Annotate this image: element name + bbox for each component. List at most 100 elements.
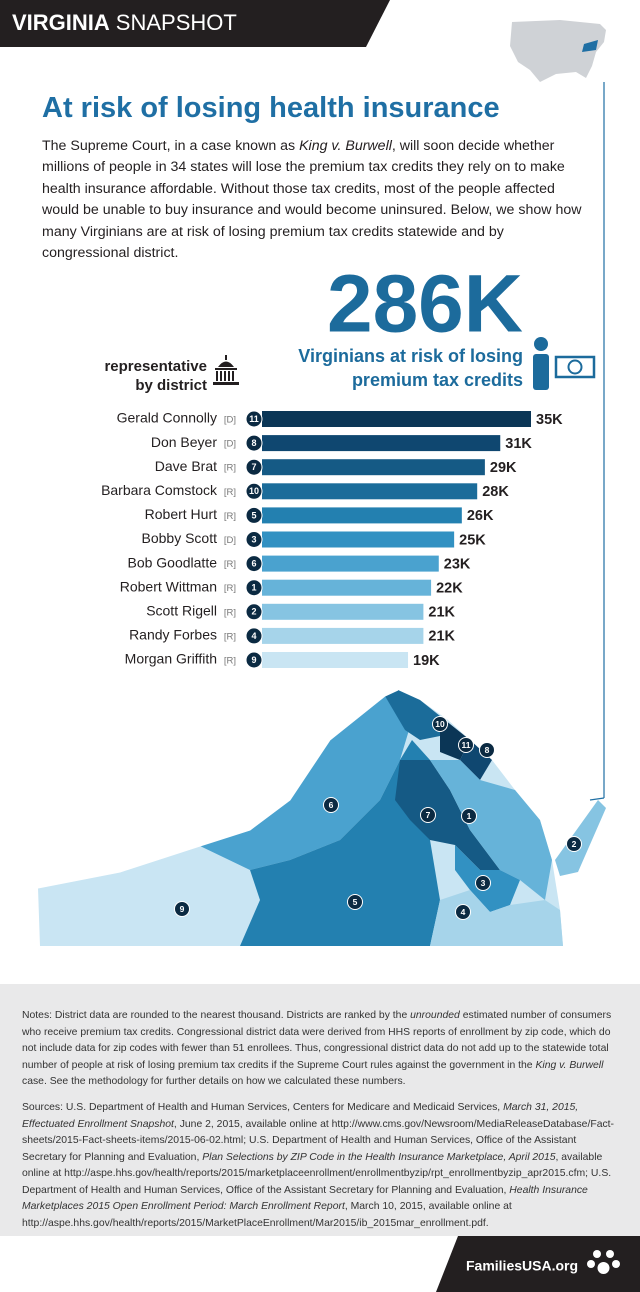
map-marker bbox=[479, 742, 495, 758]
party-label: [R] bbox=[224, 463, 236, 474]
value-label: 26K bbox=[467, 508, 494, 524]
party-label: [D] bbox=[224, 535, 236, 546]
capitol-icon bbox=[213, 355, 239, 385]
value-label: 31K bbox=[505, 436, 532, 452]
district-badge bbox=[245, 531, 263, 548]
italic-segment: King v. Burwell bbox=[535, 1059, 604, 1071]
category-label: Robert Wittman bbox=[120, 578, 217, 594]
category-label: Gerald Connolly bbox=[117, 410, 217, 426]
map-marker bbox=[347, 894, 363, 910]
bar bbox=[262, 531, 455, 548]
text-segment: estimated number of consumers who receiv… bbox=[22, 1010, 612, 1071]
map-marker bbox=[461, 808, 477, 824]
district-label: 4 bbox=[251, 631, 256, 641]
text-segment: , June 2, 2015, available online at http… bbox=[22, 1118, 615, 1163]
header-band bbox=[0, 0, 390, 47]
category-label: Morgan Griffith bbox=[125, 651, 217, 667]
map-marker-label: 4 bbox=[461, 907, 466, 917]
category-label: Dave Brat bbox=[155, 458, 217, 474]
intro: The Supreme Court, in a case known as Ki… bbox=[42, 136, 587, 264]
text-segment: Sources: U.S. Department of Health and H… bbox=[22, 1102, 504, 1113]
bar bbox=[262, 411, 531, 427]
party-label: [R] bbox=[224, 656, 236, 667]
value-label: 25K bbox=[459, 532, 486, 548]
map-marker-label: 1 bbox=[467, 811, 472, 821]
bar bbox=[262, 459, 485, 476]
district-badge bbox=[245, 410, 263, 428]
value-label: 23K bbox=[444, 556, 471, 572]
bill-icon bbox=[567, 359, 583, 375]
district-label: 9 bbox=[251, 655, 256, 665]
map-marker bbox=[566, 836, 582, 852]
map-marker-label: 9 bbox=[180, 904, 185, 914]
map-marker-label: 8 bbox=[485, 745, 490, 755]
category-label: Bobby Scott bbox=[142, 530, 218, 546]
italic-segment: Plan Selections by ZIP Code in the Healt… bbox=[202, 1151, 556, 1163]
notes: Notes: District data are rounded to the … bbox=[22, 1008, 618, 1091]
person-icon bbox=[533, 354, 549, 390]
district-badge bbox=[245, 651, 263, 669]
district-label: 11 bbox=[249, 414, 259, 424]
district-badge bbox=[245, 603, 263, 621]
map-marker-label: 3 bbox=[481, 878, 486, 888]
rule bbox=[589, 797, 605, 801]
bar bbox=[262, 627, 424, 644]
headline-number: 286K bbox=[327, 259, 523, 350]
map-marker bbox=[455, 904, 471, 920]
headline-text: premium tax credits bbox=[352, 370, 523, 390]
category-label: Scott Rigell bbox=[146, 603, 217, 619]
text-segment: The Supreme Court, in a case known as bbox=[42, 138, 300, 154]
district-badge bbox=[245, 627, 263, 645]
category-label: Randy Forbes bbox=[129, 627, 217, 643]
district-label: 3 bbox=[251, 534, 256, 544]
bar bbox=[262, 579, 432, 596]
party-label: [D] bbox=[224, 415, 236, 426]
chart-label: by district bbox=[135, 377, 207, 394]
text-segment: , available online at http://aspe.hhs.go… bbox=[22, 1151, 612, 1196]
district-badge bbox=[245, 555, 263, 573]
map-marker-label: 10 bbox=[435, 719, 445, 729]
bar bbox=[262, 555, 439, 572]
map-marker bbox=[475, 875, 491, 891]
value-label: 28K bbox=[482, 484, 509, 500]
district-label: 2 bbox=[251, 607, 256, 617]
value-label: 29K bbox=[490, 460, 517, 476]
map-marker bbox=[420, 807, 436, 823]
district-badge bbox=[245, 434, 263, 452]
district-badge bbox=[245, 579, 263, 597]
sources: Sources: U.S. Department of Health and H… bbox=[22, 1100, 618, 1232]
value-label: 21K bbox=[428, 605, 455, 621]
district-label: 10 bbox=[249, 486, 259, 496]
italic-segment: unrounded bbox=[410, 1010, 460, 1021]
category-label: Don Beyer bbox=[151, 434, 217, 450]
value-label: 21K bbox=[428, 629, 455, 645]
value-label: 19K bbox=[413, 653, 440, 669]
header-label: SNAPSHOT bbox=[116, 10, 237, 35]
party-label: [R] bbox=[224, 583, 236, 594]
district-label: 6 bbox=[251, 558, 256, 568]
map-marker bbox=[432, 716, 448, 732]
bar bbox=[262, 483, 478, 500]
district-label: 7 bbox=[251, 462, 256, 472]
notes-box bbox=[0, 984, 640, 1236]
party-label: [R] bbox=[224, 511, 236, 522]
bar bbox=[262, 435, 501, 452]
footer-logo bbox=[587, 1250, 620, 1274]
text-segment: , March 10, 2015, available online at ht… bbox=[22, 1201, 512, 1229]
header-text: VIRGINIA SNAPSHOT bbox=[12, 10, 237, 35]
virginia-map bbox=[37, 689, 606, 946]
party-label: [D] bbox=[224, 439, 236, 450]
category-label: Robert Hurt bbox=[145, 506, 217, 522]
footer-band bbox=[436, 1236, 640, 1292]
district-badge bbox=[245, 482, 263, 500]
party-label: [R] bbox=[224, 631, 236, 642]
category-label: Bob Goodlatte bbox=[127, 554, 217, 570]
bar bbox=[262, 507, 462, 524]
us-map-virginia bbox=[582, 40, 598, 52]
headline-text: Virginians at risk of losing bbox=[298, 346, 523, 366]
map-marker bbox=[458, 737, 474, 753]
party-label: [R] bbox=[224, 487, 236, 498]
district-label: 1 bbox=[251, 583, 256, 593]
